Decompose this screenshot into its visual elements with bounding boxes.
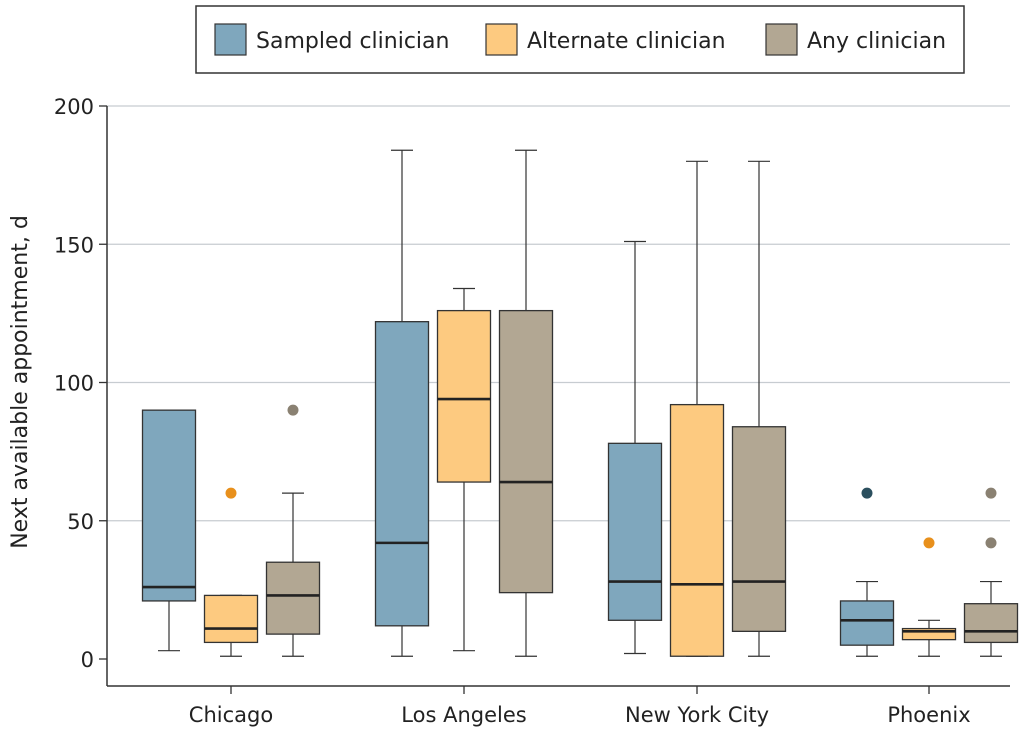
y-axis-title: Next available appointment, d	[8, 215, 33, 549]
box-new-york-city-series-0	[607, 240, 663, 655]
iqr-box	[203, 594, 259, 644]
outlier-point	[861, 487, 873, 499]
y-tick-label: 150	[54, 233, 94, 257]
outlier-point	[923, 537, 935, 549]
category-label: New York City	[625, 703, 769, 727]
legend-label: Sampled clinician	[256, 29, 449, 54]
box-chicago-series-0	[141, 409, 197, 652]
iqr-box	[839, 600, 895, 646]
box-chicago-series-1	[203, 487, 259, 657]
iqr-box	[265, 561, 321, 635]
iqr-box	[374, 321, 430, 627]
legend: Sampled clinician Alternate clinician Any …	[195, 5, 965, 74]
box-los-angeles-series-2	[498, 149, 554, 657]
y-tick-label: 200	[54, 95, 94, 119]
outlier-point	[225, 487, 237, 499]
box-new-york-city-series-1	[669, 160, 725, 657]
category-label: Chicago	[189, 703, 273, 727]
legend-swatch	[485, 23, 518, 56]
iqr-box	[141, 409, 197, 602]
outlier-point	[287, 404, 299, 416]
gridlines	[107, 105, 1010, 522]
iqr-box	[731, 426, 787, 632]
outlier-point	[985, 487, 997, 499]
category-label: Phoenix	[887, 703, 970, 727]
legend-swatch	[214, 23, 247, 56]
outlier-point	[985, 537, 997, 549]
box-new-york-city-series-2	[731, 160, 787, 657]
legend-label: Alternate clinician	[527, 29, 726, 54]
box-los-angeles-series-0	[374, 149, 430, 657]
box-phoenix-series-2	[963, 487, 1019, 657]
box-phoenix-series-0	[839, 487, 895, 657]
axes: 0 50 100 150 200 Chicago Los Angeles New York C…	[54, 95, 1010, 727]
legend-swatch	[765, 23, 798, 56]
iqr-box	[498, 309, 554, 594]
box-chicago-series-2	[265, 404, 321, 657]
legend-label: Any clinician	[807, 29, 946, 54]
y-tick-label: 100	[54, 372, 94, 396]
iqr-box	[607, 442, 663, 621]
iqr-box	[436, 309, 492, 483]
iqr-box	[963, 603, 1019, 644]
boxes	[141, 149, 1019, 657]
box-los-angeles-series-1	[436, 287, 492, 652]
category-label: Los Angeles	[401, 703, 526, 727]
legend-item-1: Alternate clinician	[485, 23, 726, 56]
box-phoenix-series-1	[901, 537, 957, 657]
iqr-box	[669, 403, 725, 657]
legend-item-2: Any clinician	[765, 23, 946, 56]
y-tick-label: 0	[81, 648, 94, 672]
y-tick-label: 50	[67, 510, 94, 534]
legend-frame	[195, 5, 965, 74]
iqr-box	[901, 627, 957, 641]
legend-item-0: Sampled clinician	[214, 23, 449, 56]
